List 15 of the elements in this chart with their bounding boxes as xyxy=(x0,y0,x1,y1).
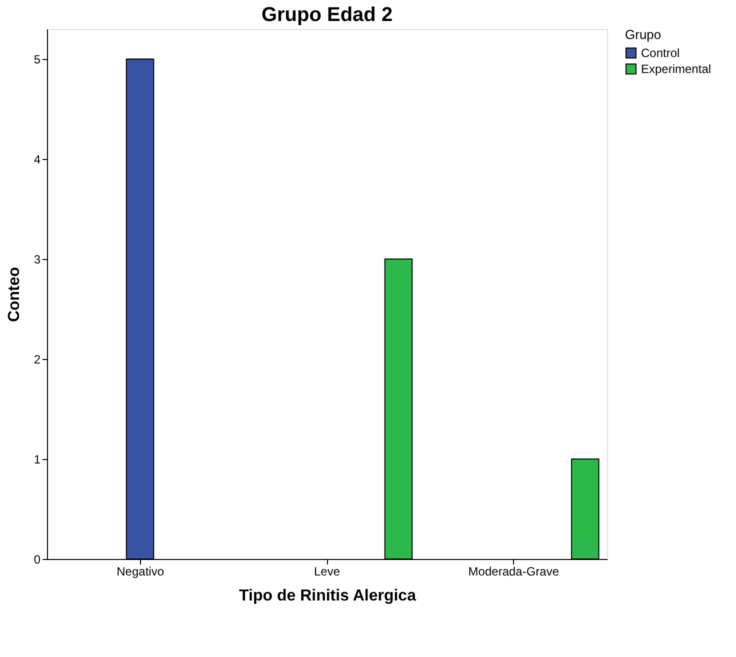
y-tick-label: 0 xyxy=(34,552,41,566)
legend-title: Grupo xyxy=(625,27,662,42)
x-axis-title: Tipo de Rinitis Alergica xyxy=(239,588,416,604)
y-tick-label: 5 xyxy=(34,52,41,66)
y-axis-title: Conteo xyxy=(6,266,23,322)
y-tick-label: 2 xyxy=(34,352,41,366)
legend-label: Experimental xyxy=(641,62,712,76)
y-tick-label: 4 xyxy=(34,152,41,166)
y-tick-label: 1 xyxy=(34,452,41,466)
chart-title: Grupo Edad 2 xyxy=(261,4,393,26)
x-tick-label: Negativo xyxy=(116,564,164,578)
legend-label: Control xyxy=(641,46,680,60)
y-tick-label: 3 xyxy=(34,252,41,266)
x-tick-label: Leve xyxy=(314,564,340,578)
x-tick-label: Moderada-Grave xyxy=(468,564,560,578)
